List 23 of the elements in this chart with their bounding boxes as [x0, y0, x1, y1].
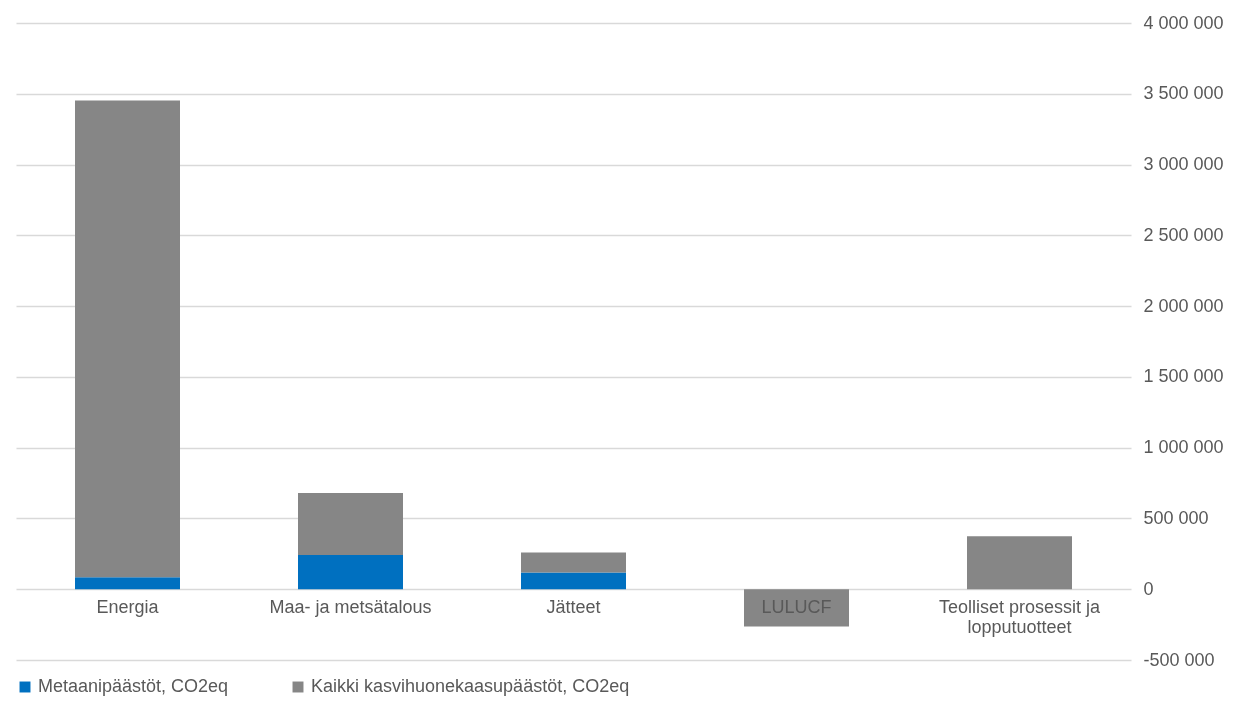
bar — [75, 100, 180, 578]
x-tick-label: Maa- ja metsätalous — [269, 596, 432, 617]
x-tick-label: Teolliset prosessit ja lopputuotteet — [938, 596, 1102, 637]
bar — [967, 536, 1072, 590]
bar — [75, 577, 180, 590]
y-tick-label: 2 500 000 — [1143, 224, 1224, 245]
y-tick-label: 3 500 000 — [1143, 83, 1224, 104]
y-tick-label: 1 000 000 — [1143, 437, 1224, 458]
y-tick-label: -500 000 — [1143, 649, 1215, 670]
bar — [298, 492, 403, 555]
legend-label: Kaikki kasvihuonekaasupäästöt, CO2eq — [311, 676, 630, 696]
bar — [521, 572, 626, 590]
y-tick-label: 0 — [1143, 578, 1154, 599]
y-tick-label: 500 000 — [1143, 507, 1209, 528]
x-tick-label: Energia — [96, 596, 160, 617]
legend-label: Metaanipäästöt, CO2eq — [38, 676, 229, 696]
y-tick-label: 4 000 000 — [1143, 12, 1224, 33]
y-tick-label: 1 500 000 — [1143, 366, 1224, 387]
y-tick-label: 3 000 000 — [1143, 154, 1224, 175]
bar — [521, 552, 626, 573]
x-tick-label: Jätteet — [546, 596, 601, 617]
bar — [298, 554, 403, 590]
y-tick-label: 2 000 000 — [1143, 295, 1224, 316]
